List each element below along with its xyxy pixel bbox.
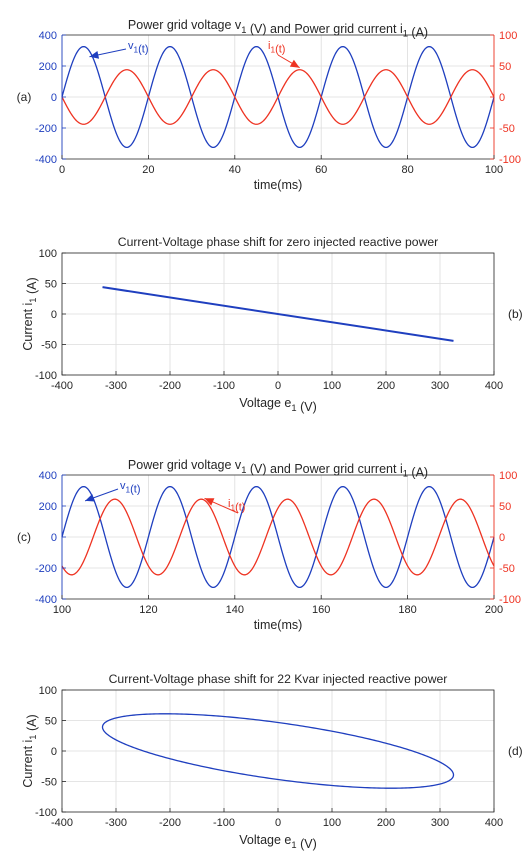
x-tick-label: -300 xyxy=(105,817,127,829)
y-tick-label: 0 xyxy=(51,746,57,758)
y-right-tick-label: -50 xyxy=(499,563,515,575)
v1-arrow-head xyxy=(85,494,95,502)
x-tick-label: 20 xyxy=(142,164,154,176)
x-axis-label: time(ms) xyxy=(254,618,303,632)
y-right-tick-label: 50 xyxy=(499,501,511,513)
y-right-tick-label: -50 xyxy=(499,123,515,135)
series-label-i1: i1(t) xyxy=(268,40,285,55)
x-tick-label: 100 xyxy=(323,380,341,392)
x-axis-label: Voltage e1 (V) xyxy=(239,396,317,414)
y-left-tick-label: 400 xyxy=(39,470,57,482)
y-left-tick-label: -200 xyxy=(35,563,57,575)
y-right-tick-label: 50 xyxy=(499,61,511,73)
y-tick-label: 50 xyxy=(45,716,57,728)
series-line-v1 xyxy=(61,485,495,589)
y-left-tick-label: 400 xyxy=(39,30,57,42)
x-tick-label: -100 xyxy=(213,817,235,829)
y-left-tick-label: 0 xyxy=(51,92,57,104)
x-tick-label: 300 xyxy=(431,817,449,829)
y-left-tick-label: 200 xyxy=(39,61,57,73)
chart-title: Power grid voltage v1 (V) and Power grid… xyxy=(128,18,428,40)
y-tick-label: 50 xyxy=(45,279,57,291)
chart-title: Power grid voltage v1 (V) and Power grid… xyxy=(128,458,428,480)
x-tick-label: 400 xyxy=(485,380,503,392)
y-tick-label: -100 xyxy=(35,807,57,819)
series-label-v1: v1(t) xyxy=(128,40,149,55)
y-left-tick-label: -400 xyxy=(35,594,57,606)
y-right-tick-label: 0 xyxy=(499,532,505,544)
x-tick-label: -100 xyxy=(213,380,235,392)
x-tick-label: -200 xyxy=(159,380,181,392)
y-right-tick-label: 100 xyxy=(499,470,517,482)
panel-c: 100 120 140 160 180 2004002000-200-400100500-… xyxy=(17,458,521,632)
x-axis-label: Voltage e1 (V) xyxy=(239,833,317,851)
x-tick-label: 80 xyxy=(401,164,413,176)
x-tick-label: -400 xyxy=(51,817,73,829)
y-tick-label: 100 xyxy=(39,248,57,260)
panel-label: (c) xyxy=(17,530,31,544)
y-left-tick-label: 200 xyxy=(39,501,57,513)
y-left-tick-label: -200 xyxy=(35,123,57,135)
panel-a: 0 20 40 60 80 100 400 200 0 -200 -400 100 50 0 -50 -100… xyxy=(17,18,521,192)
x-axis-label: time(ms) xyxy=(254,178,303,192)
x-tick-label: 300 xyxy=(431,380,449,392)
panel-b: -400 -300 -200 -100 0 100 200 300 400 100 50 0 -50 -1… xyxy=(21,235,523,414)
v1-arrow-head xyxy=(89,50,100,59)
y-tick-label: -100 xyxy=(35,370,57,382)
x-tick-label: 100 xyxy=(485,164,503,176)
x-tick-label: 100 xyxy=(53,604,71,616)
x-tick-label: 100 xyxy=(323,817,341,829)
y-right-tick-label: -100 xyxy=(499,594,521,606)
x-tick-label: -300 xyxy=(105,380,127,392)
series-line-i1 xyxy=(61,498,495,576)
x-tick-label: -400 xyxy=(51,380,73,392)
y-tick-label: 0 xyxy=(51,309,57,321)
series-ellipse-iv xyxy=(101,713,455,789)
x-tick-label: 200 xyxy=(377,380,395,392)
x-tick-label: 200 xyxy=(485,604,503,616)
x-tick-label: 160 xyxy=(312,604,330,616)
x-tick-label: 0 xyxy=(59,164,65,176)
y-tick-label: -50 xyxy=(41,340,57,352)
panel-d: -400 -300 -200 -100 0 100 200 300 400 100 50 0 -50 -1… xyxy=(21,672,523,851)
y-tick-label: -50 xyxy=(41,777,57,789)
chart-title: Current-Voltage phase shift for 22 Kvar … xyxy=(109,672,448,686)
i1-arrow-head xyxy=(289,59,300,68)
x-tick-label: 40 xyxy=(229,164,241,176)
y-right-tick-label: 0 xyxy=(499,92,505,104)
x-tick-label: -200 xyxy=(159,817,181,829)
series-line-iv xyxy=(102,286,454,342)
y-axis-label: Current i1 (A) xyxy=(21,714,39,787)
i1-arrow-head xyxy=(204,498,215,506)
series-line-i1 xyxy=(61,69,495,125)
x-tick-label: 140 xyxy=(226,604,244,616)
panel-label: (a) xyxy=(17,90,32,104)
y-right-tick-label: 100 xyxy=(499,30,517,42)
x-tick-label: 200 xyxy=(377,817,395,829)
series-label-v1: v1(t) xyxy=(120,480,141,495)
x-tick-label: 0 xyxy=(275,817,281,829)
y-left-tick-label: 0 xyxy=(51,532,57,544)
x-tick-label: 0 xyxy=(275,380,281,392)
series-label-i1: i1(t) xyxy=(228,498,245,513)
x-tick-label: 400 xyxy=(485,817,503,829)
x-tick-label: 60 xyxy=(315,164,327,176)
panel-label: (b) xyxy=(508,307,523,321)
panel-label: (d) xyxy=(508,744,523,758)
chart-title: Current-Voltage phase shift for zero inj… xyxy=(118,235,438,249)
x-tick-label: 120 xyxy=(139,604,157,616)
x-tick-label: 180 xyxy=(398,604,416,616)
y-left-tick-label: -400 xyxy=(35,154,57,166)
y-tick-label: 100 xyxy=(39,685,57,697)
y-right-tick-label: -100 xyxy=(499,154,521,166)
y-axis-label: Current i1 (A) xyxy=(21,277,39,350)
